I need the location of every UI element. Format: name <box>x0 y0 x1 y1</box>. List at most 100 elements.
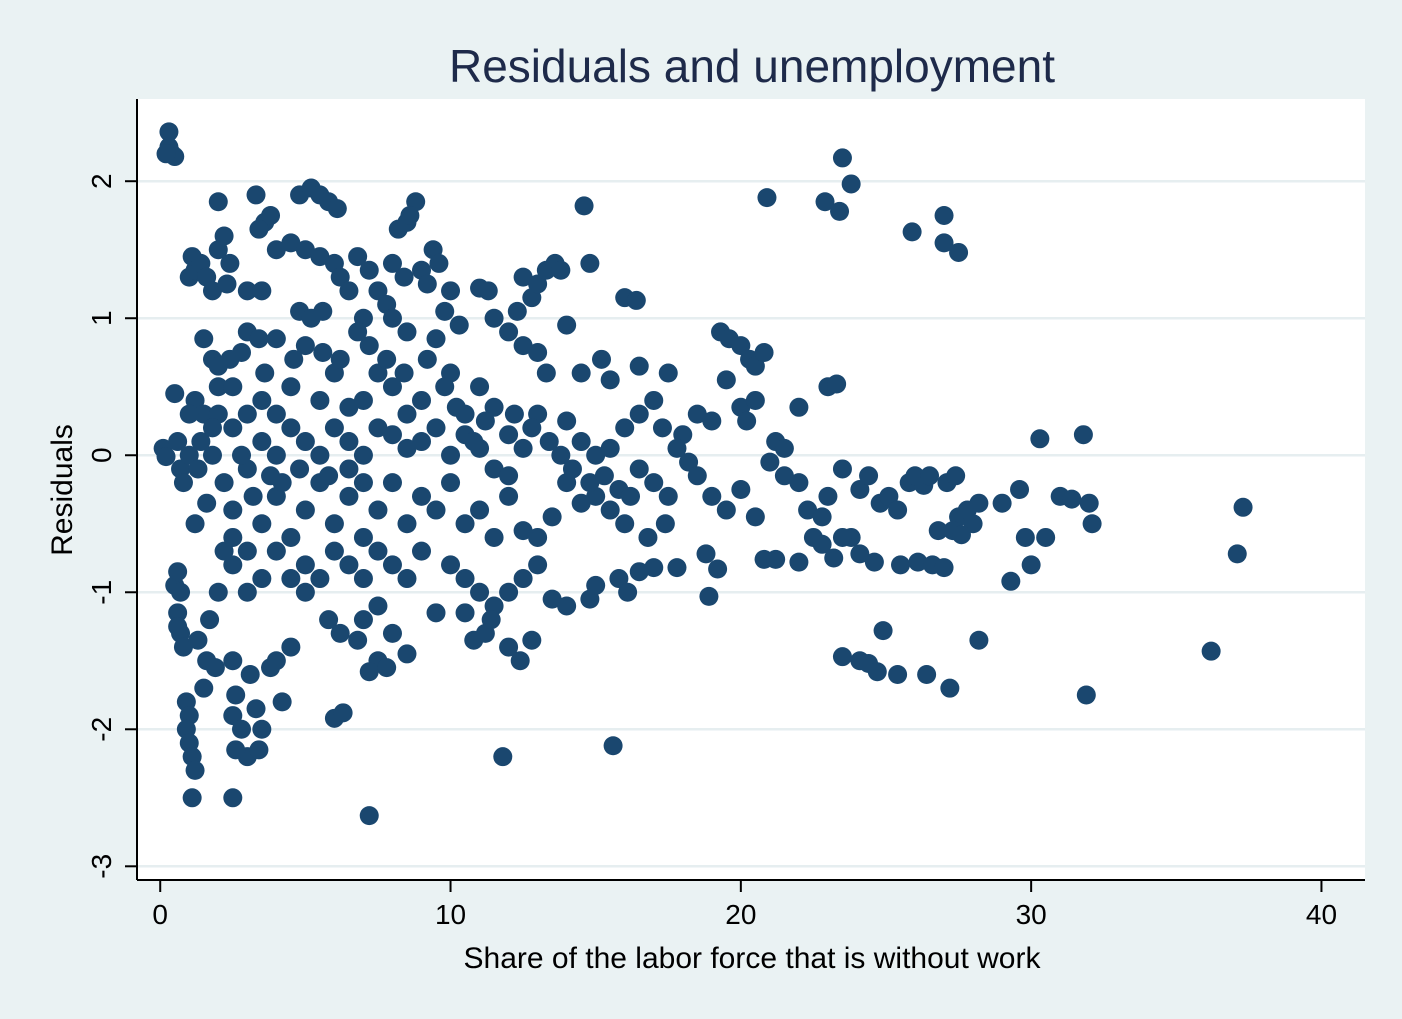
scatter-point <box>194 678 214 698</box>
scatter-point <box>223 500 243 520</box>
scatter-point <box>182 788 202 808</box>
scatter-point <box>760 452 780 472</box>
scatter-point <box>1233 497 1253 517</box>
scatter-point <box>542 589 562 609</box>
scatter-point <box>499 637 519 657</box>
scatter-point <box>638 527 658 547</box>
scatter-point <box>499 486 519 506</box>
scatter-point <box>310 247 330 267</box>
scatter-point <box>417 349 437 369</box>
scatter-point <box>1015 527 1035 547</box>
y-axis-ticks: -3 -2 -1 0 1 2 <box>86 173 137 879</box>
scatter-point <box>185 760 205 780</box>
scatter-point <box>536 363 556 383</box>
scatter-point <box>731 480 751 499</box>
scatter-point <box>426 500 446 520</box>
scatter-point <box>266 404 286 424</box>
scatter-point <box>281 418 301 438</box>
scatter-point <box>600 370 620 390</box>
scatter-point <box>339 397 359 417</box>
scatter-point <box>339 459 359 479</box>
scatter-point <box>348 247 368 267</box>
scatter-point <box>397 322 417 342</box>
scatter-point <box>435 301 455 321</box>
scatter-point <box>499 322 519 342</box>
scatter-point <box>249 740 269 760</box>
scatter-point <box>902 222 922 242</box>
scatter-point <box>551 445 571 465</box>
scatter-point <box>330 267 350 287</box>
scatter-point <box>615 418 635 438</box>
x-tick-label: 30 <box>1016 899 1047 930</box>
scatter-point <box>798 500 818 520</box>
scatter-point <box>1201 641 1221 661</box>
scatter-point <box>284 349 304 369</box>
scatter-point <box>580 253 600 273</box>
scatter-point <box>470 377 490 397</box>
scatter-point <box>522 418 542 438</box>
scatter-point <box>441 281 461 301</box>
scatter-point <box>969 493 989 513</box>
scatter-point <box>1076 685 1096 705</box>
scatter-point <box>339 486 359 506</box>
scatter-point <box>232 445 252 465</box>
scatter-point <box>992 493 1012 513</box>
scatter-point <box>223 706 243 726</box>
scatter-point <box>324 541 344 561</box>
scatter-point <box>446 397 466 417</box>
scatter-point <box>412 432 432 452</box>
scatter-point <box>687 404 707 424</box>
scatter-point <box>382 623 402 643</box>
scatter-point <box>339 432 359 452</box>
scatter-point <box>202 418 222 438</box>
scatter-point <box>295 432 315 452</box>
scatter-point <box>629 356 649 376</box>
scatter-point <box>368 596 388 616</box>
scatter-point <box>789 473 809 493</box>
scatter-point <box>1021 555 1041 575</box>
scatter-point <box>261 205 281 225</box>
scatter-point <box>766 549 786 569</box>
scatter-point <box>194 329 214 349</box>
scatter-point <box>827 374 847 394</box>
scatter-point <box>281 377 301 397</box>
data-points <box>153 122 1253 826</box>
scatter-point <box>774 438 794 458</box>
scatter-point <box>188 630 208 650</box>
scatter-point <box>281 569 301 589</box>
scatter-point <box>513 267 533 287</box>
scatter-point <box>243 486 263 506</box>
scatter-point <box>580 473 600 493</box>
scatter-point <box>397 644 417 664</box>
scatter-point <box>266 541 286 561</box>
scatter-point <box>330 623 350 643</box>
scatter-point <box>484 397 504 417</box>
scatter-point <box>812 507 832 527</box>
y-tick-label: 0 <box>86 447 117 463</box>
scatter-point <box>464 432 484 452</box>
scatter-point <box>891 555 911 575</box>
scatter-point <box>295 240 315 260</box>
scatter-point <box>353 569 373 589</box>
scatter-point <box>591 349 611 369</box>
scatter-point <box>214 226 234 246</box>
scatter-point <box>232 719 252 739</box>
scatter-point <box>252 514 272 534</box>
scatter-point <box>586 445 606 465</box>
x-tick-label: 40 <box>1306 899 1337 930</box>
scatter-point <box>702 411 722 431</box>
scatter-point <box>353 527 373 547</box>
scatter-point <box>400 205 420 225</box>
scatter-point <box>319 610 339 630</box>
scatter-point <box>873 621 893 641</box>
scatter-point <box>368 541 388 561</box>
scatter-point <box>629 562 649 582</box>
scatter-point <box>934 233 954 253</box>
scatter-point <box>168 432 188 452</box>
scatter-point <box>252 432 272 452</box>
scatter-point <box>171 582 191 602</box>
scatter-point <box>179 445 199 465</box>
plot-area <box>137 99 1365 880</box>
scatter-point <box>179 404 199 424</box>
scatter-point <box>377 658 397 678</box>
